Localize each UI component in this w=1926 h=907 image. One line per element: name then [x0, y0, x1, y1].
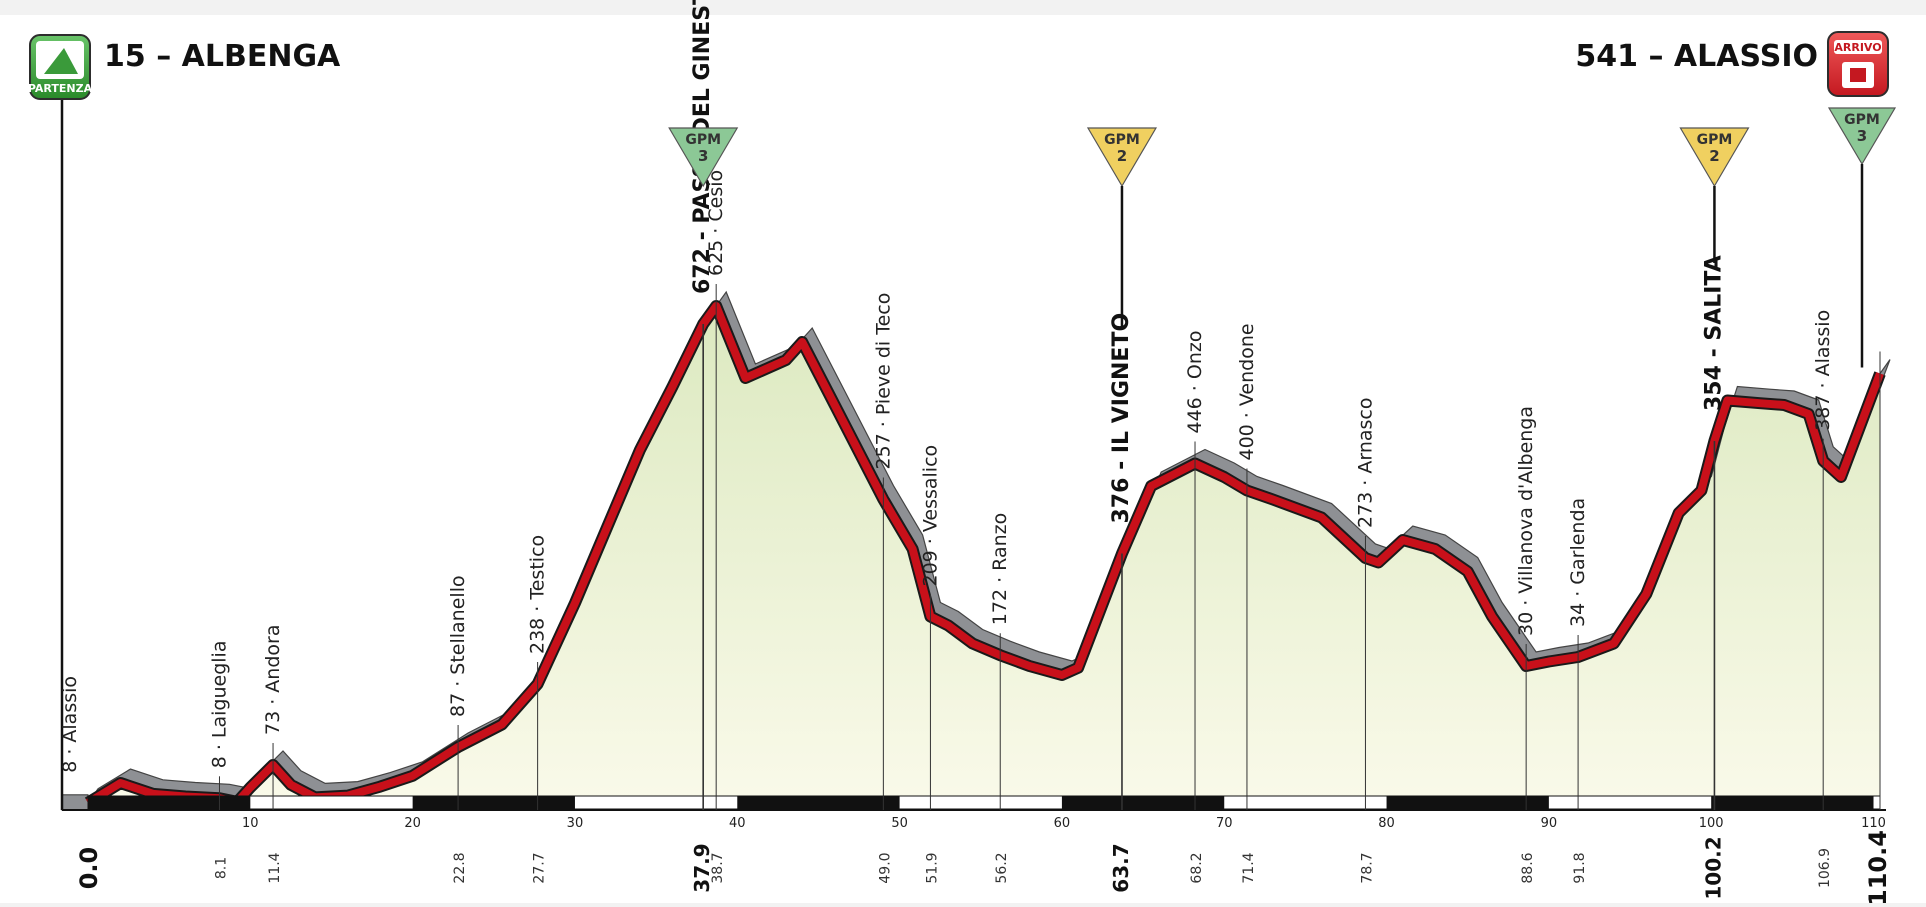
km-tick-label: 110 — [1861, 816, 1886, 831]
km-label: 110.4 — [1864, 830, 1892, 903]
place-label: 400 · Vendone — [1236, 323, 1258, 460]
place-label: 73 · Andora — [262, 625, 284, 735]
gpm-label: GPM — [1844, 112, 1880, 128]
km-tick-label: 30 — [567, 816, 584, 831]
km-label: 49.0 — [877, 852, 893, 883]
place-label: 209 · Vessalico — [919, 445, 941, 587]
km-label: 71.4 — [1241, 852, 1257, 883]
km-tick-label: 60 — [1054, 816, 1071, 831]
place-label: 172 · Ranzo — [989, 513, 1011, 625]
place-label: 387 · Alassio — [1812, 310, 1834, 431]
start-title: 15 – ALBENGA — [104, 39, 341, 74]
place-label: 257 · Pieve di Teco — [872, 293, 894, 470]
km-label: 88.6 — [1520, 852, 1536, 883]
km-tick-label: 70 — [1216, 816, 1233, 831]
km-label: 22.8 — [452, 852, 468, 883]
km-label: 51.9 — [924, 852, 940, 883]
place-label: 354 - SALITA — [1701, 255, 1726, 411]
start-wall — [61, 794, 89, 811]
place-label: 273 · Arnasco — [1354, 397, 1376, 528]
km-axis-block — [1386, 796, 1549, 809]
gpm-triangle — [1827, 107, 1897, 166]
gpm-label: GPM — [685, 132, 721, 148]
gpm-category: 2 — [1117, 147, 1127, 165]
flag-icon — [44, 48, 78, 74]
km-axis-bar — [87, 795, 1881, 810]
km-tick-label: 100 — [1699, 816, 1724, 831]
km-label: 38.7 — [710, 852, 726, 883]
place-label: 376 - IL VIGNETO — [1109, 313, 1134, 524]
km-label: 37.9 — [690, 843, 714, 892]
km-label: 68.2 — [1189, 852, 1205, 883]
km-label: 100.2 — [1701, 836, 1725, 899]
gpm-category: 2 — [1709, 147, 1719, 165]
km-axis-block — [412, 796, 575, 809]
gpm-triangle — [1679, 127, 1750, 188]
km-tick-label: 50 — [891, 816, 908, 831]
km-label: 27.7 — [532, 852, 548, 883]
finish-badge-label: ARRIVO — [1834, 41, 1881, 54]
gpm-label: GPM — [1104, 132, 1140, 148]
place-label: 625 · Cesio — [705, 170, 727, 276]
start-badge: PARTENZA — [28, 34, 93, 100]
place-label: 8 · Alassio — [59, 676, 81, 773]
place-label: 446 · Onzo — [1184, 331, 1206, 434]
km-label: 56.2 — [994, 852, 1010, 883]
start-badge-label: PARTENZA — [28, 82, 93, 95]
gpm-label: GPM — [1697, 132, 1733, 148]
km-axis-block — [737, 796, 900, 809]
km-tick-label: 20 — [404, 816, 421, 831]
finish-badge: ARRIVO — [1827, 31, 1889, 97]
gpm-category: 3 — [1857, 127, 1867, 145]
place-label: 238 · Testico — [527, 535, 549, 654]
gpm-category: 3 — [698, 147, 708, 165]
gpm-triangle — [1086, 127, 1158, 188]
finish-title: 541 – ALASSIO — [1575, 39, 1818, 74]
km-label: 106.9 — [1817, 848, 1833, 888]
km-label: 78.7 — [1359, 852, 1375, 883]
place-label: 8 · Laigueglia — [208, 641, 230, 769]
km-label: 11.4 — [267, 852, 283, 883]
km-label: 91.8 — [1572, 852, 1588, 883]
km-label: 0.0 — [75, 847, 103, 890]
km-tick-label: 10 — [242, 816, 259, 831]
place-label: 34 · Garlenda — [1567, 498, 1589, 627]
gpm-triangle — [668, 127, 739, 188]
km-tick-label: 80 — [1378, 816, 1395, 831]
km-axis-block — [1061, 796, 1225, 809]
km-axis-block — [88, 796, 251, 809]
km-tick-label: 90 — [1541, 816, 1558, 831]
place-label: 87 · Stellanello — [447, 575, 469, 717]
km-tick-label: 40 — [729, 816, 746, 831]
place-label: 30 · Villanova d'Albenga — [1515, 406, 1537, 636]
profile-area — [88, 306, 1880, 810]
km-label: 8.1 — [213, 857, 229, 879]
km-axis-block — [1711, 796, 1874, 809]
km-label: 63.7 — [1109, 843, 1133, 892]
